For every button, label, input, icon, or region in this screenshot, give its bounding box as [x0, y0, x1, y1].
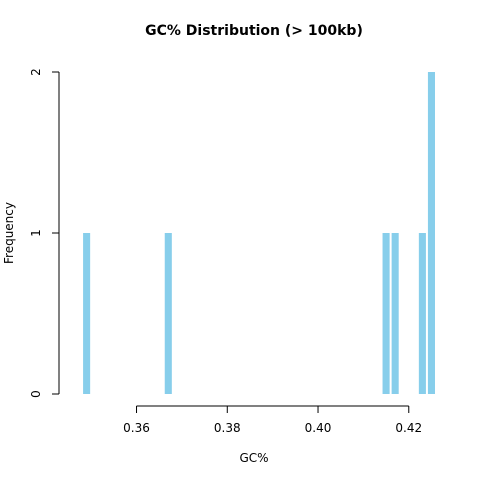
y-tick-label: 0 [29, 390, 43, 398]
x-tick-label: 0.42 [395, 421, 422, 435]
chart-title: GC% Distribution (> 100kb) [145, 23, 363, 39]
histogram-bar [419, 233, 426, 394]
bars-group [83, 72, 435, 394]
y-tick-label: 2 [29, 68, 43, 76]
histogram-bar [428, 72, 435, 394]
x-tick-label: 0.40 [305, 421, 332, 435]
histogram-bar [165, 233, 172, 394]
histogram-bar [83, 233, 90, 394]
y-tick-label: 1 [29, 229, 43, 237]
y-axis-label: Frequency [2, 202, 16, 264]
histogram-bar [383, 233, 390, 394]
x-axis: 0.36 0.38 0.40 0.42 [123, 406, 422, 435]
histogram-bar [392, 233, 399, 394]
x-tick-label: 0.38 [214, 421, 241, 435]
y-axis: 0 1 2 [29, 68, 59, 398]
x-axis-label: GC% [239, 451, 268, 465]
x-tick-label: 0.36 [123, 421, 150, 435]
